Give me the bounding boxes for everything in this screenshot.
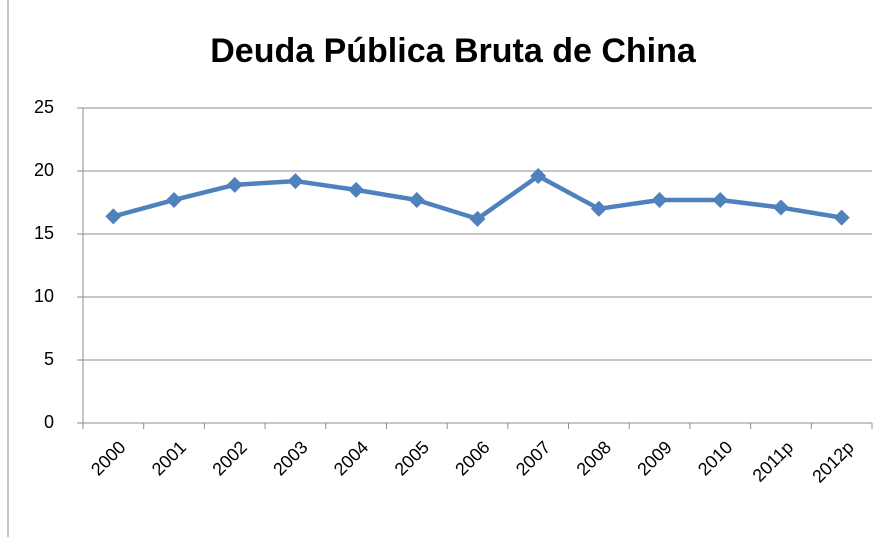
data-point xyxy=(105,208,122,225)
data-point xyxy=(469,210,486,227)
chart-frame xyxy=(7,0,887,537)
data-point xyxy=(226,176,243,193)
y-tick-label: 5 xyxy=(44,349,54,369)
data-point xyxy=(651,191,668,208)
y-tick-label: 15 xyxy=(34,223,54,243)
data-point xyxy=(408,191,425,208)
y-tick-label: 0 xyxy=(44,412,54,432)
data-point xyxy=(530,168,547,185)
data-point xyxy=(348,181,365,198)
y-tick-label: 10 xyxy=(34,286,54,306)
data-point xyxy=(287,173,304,190)
data-point xyxy=(772,199,789,216)
y-tick-label: 20 xyxy=(34,160,54,180)
y-tick-label: 25 xyxy=(34,97,54,117)
data-point xyxy=(712,191,729,208)
data-point xyxy=(590,200,607,217)
chart-title: Deuda Pública Bruta de China xyxy=(210,32,697,70)
data-point xyxy=(833,209,850,226)
data-point xyxy=(166,191,183,208)
